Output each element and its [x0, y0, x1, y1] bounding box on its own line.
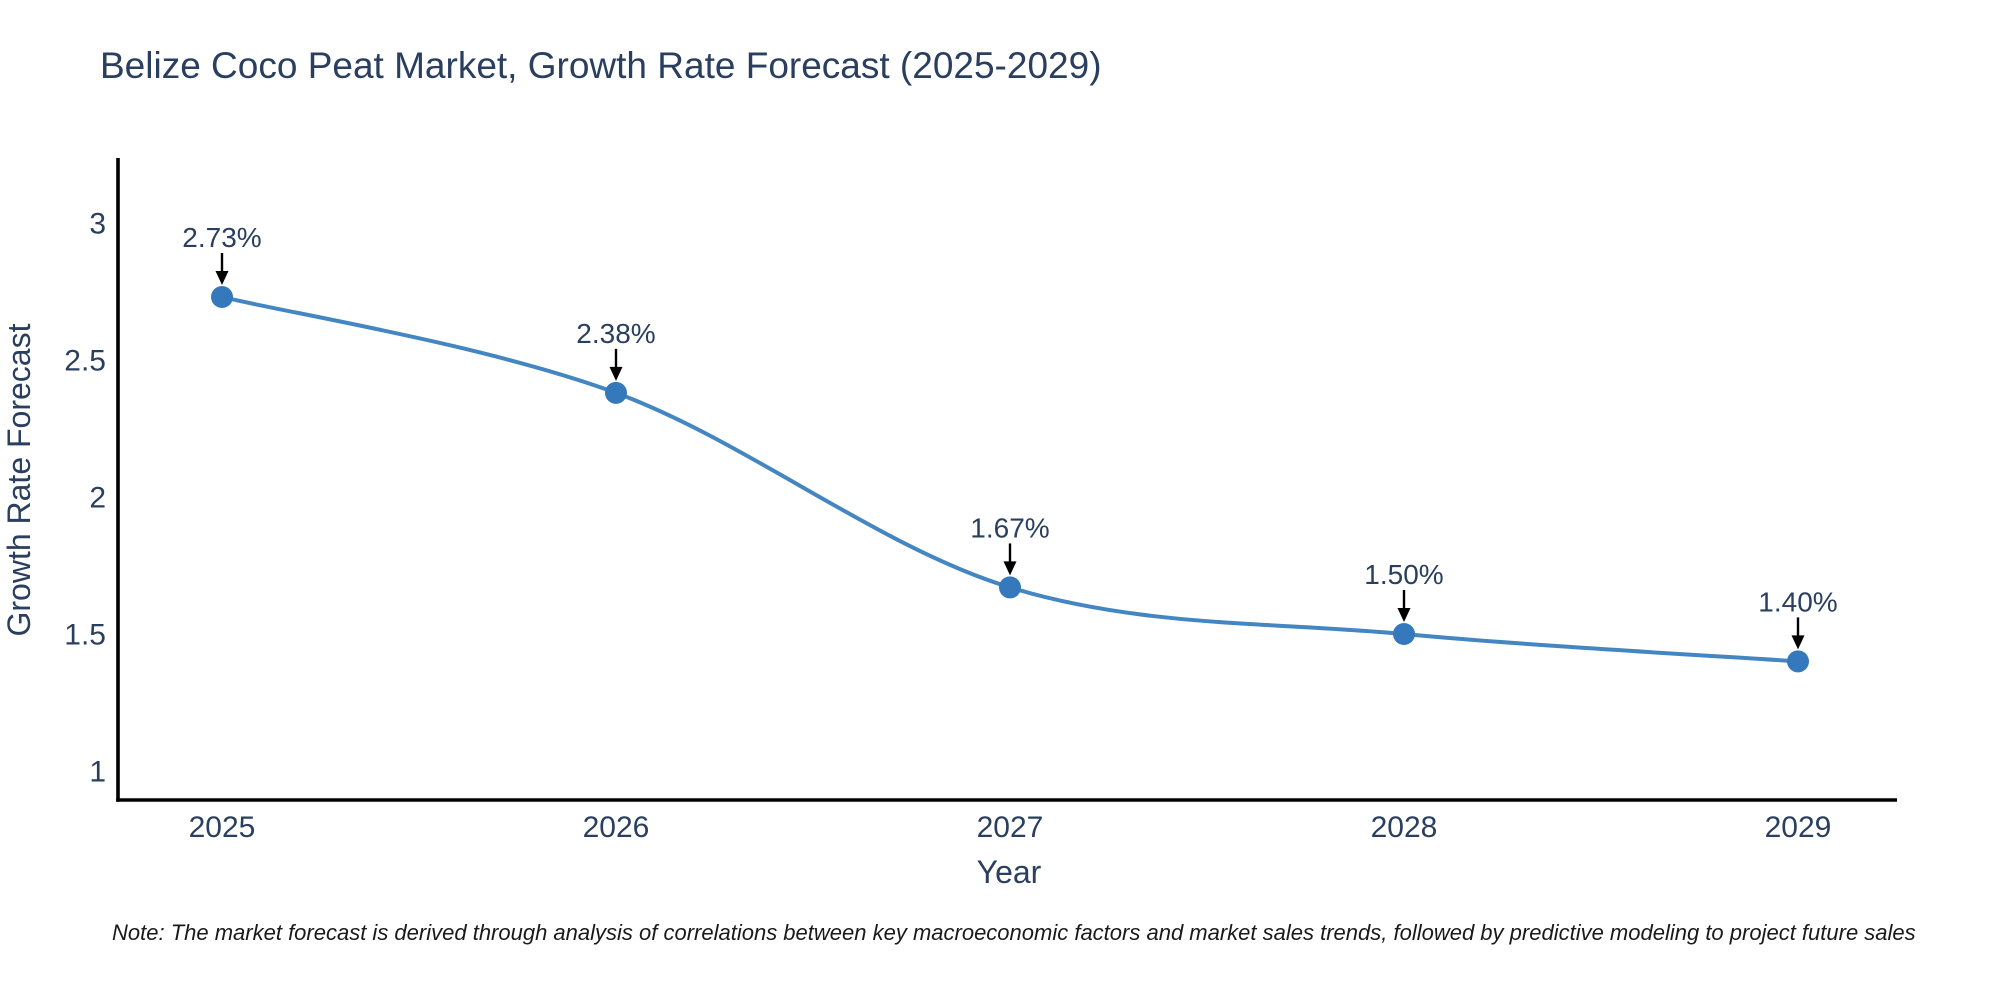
- x-tick-label: 2028: [1371, 811, 1438, 844]
- data-point-label: 2.38%: [576, 318, 655, 349]
- chart-title: Belize Coco Peat Market, Growth Rate For…: [100, 45, 1102, 86]
- y-axis-title: Growth Rate Forecast: [1, 323, 37, 636]
- annotation-arrowhead-icon: [1397, 608, 1411, 622]
- y-axis-tick-labels: 1 1.5 2 2.5 3: [64, 208, 106, 789]
- data-point-label: 2.73%: [182, 222, 261, 253]
- annotation-arrowhead-icon: [215, 270, 229, 285]
- x-tick-label: 2029: [1765, 811, 1832, 844]
- data-point-marker[interactable]: [1393, 623, 1415, 645]
- data-point-annotations: 2.73% 2.38% 1.67% 1.50% 1.40%: [182, 222, 1838, 650]
- data-point-marker[interactable]: [605, 381, 627, 404]
- data-point-marker[interactable]: [1787, 650, 1809, 673]
- annotation-arrowhead-icon: [1791, 635, 1805, 650]
- y-tick-label: 1: [89, 756, 106, 789]
- series-line: [220, 294, 1800, 664]
- annotation-arrowhead-icon: [1003, 561, 1017, 576]
- x-tick-label: 2025: [189, 811, 256, 844]
- data-point-label: 1.40%: [1758, 586, 1837, 617]
- data-point-marker[interactable]: [999, 576, 1021, 599]
- y-tick-label: 2.5: [64, 345, 106, 378]
- x-tick-label: 2027: [977, 811, 1044, 844]
- x-axis-title: Year: [977, 854, 1042, 890]
- data-point-label: 1.67%: [970, 512, 1049, 543]
- y-tick-label: 2: [89, 482, 106, 515]
- x-axis-tick-labels: 2025 2026 2027 2028 2029: [189, 811, 1832, 844]
- footnote: Note: The market forecast is derived thr…: [112, 920, 1916, 945]
- y-tick-label: 3: [89, 208, 106, 241]
- data-point-label: 1.50%: [1364, 559, 1443, 590]
- x-tick-label: 2026: [583, 811, 650, 844]
- annotation-arrowhead-icon: [609, 366, 623, 381]
- data-point-marker[interactable]: [211, 285, 233, 308]
- y-tick-label: 1.5: [64, 619, 106, 652]
- data-point-markers: [211, 285, 1809, 673]
